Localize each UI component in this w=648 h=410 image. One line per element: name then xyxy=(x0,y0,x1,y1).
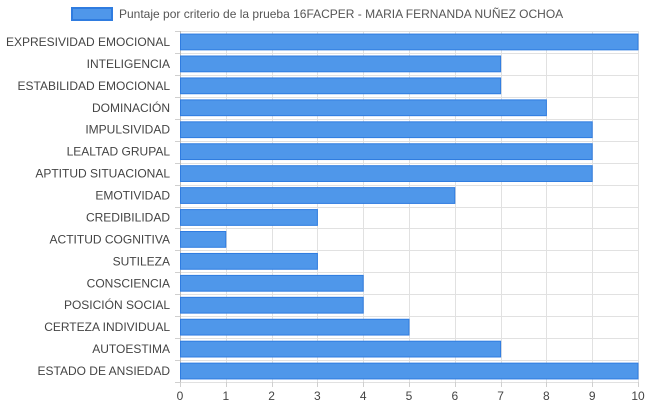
category-label: APTITUD SITUACIONAL xyxy=(35,167,170,181)
category-label: SUTILEZA xyxy=(113,254,170,268)
bar[interactable] xyxy=(180,252,318,270)
category-label: ESTADO DE ANSIEDAD xyxy=(38,364,171,378)
bar[interactable] xyxy=(180,362,639,380)
category-label: CERTEZA INDIVIDUAL xyxy=(44,320,170,334)
x-tick-label: 8 xyxy=(543,389,550,403)
bar[interactable] xyxy=(180,231,227,248)
category-label: ACTITUD COGNITIVA xyxy=(50,232,170,246)
category-labels: EXPRESIVIDAD EMOCIONAL INTELIGENCIA ESTABI… xyxy=(6,35,170,378)
legend-label: Puntaje por criterio de la prueba 16FACP… xyxy=(119,7,563,21)
bar[interactable] xyxy=(180,143,593,161)
bar[interactable] xyxy=(180,209,318,226)
bar[interactable] xyxy=(180,274,364,292)
bar[interactable] xyxy=(180,121,593,139)
bar[interactable] xyxy=(180,187,456,204)
x-tick-label: 9 xyxy=(589,389,596,403)
category-label: EXPRESIVIDAD EMOCIONAL xyxy=(6,35,170,49)
legend-swatch xyxy=(71,7,113,21)
category-label: ESTABILIDAD EMOCIONAL xyxy=(18,79,171,93)
category-label: AUTOESTIMA xyxy=(92,342,170,356)
category-label: LEALTAD GRUPAL xyxy=(67,145,171,159)
bar[interactable] xyxy=(180,99,547,117)
category-label: CONSCIENCIA xyxy=(87,276,170,290)
x-tick-label: 7 xyxy=(497,389,504,403)
x-tick-label: 6 xyxy=(451,389,458,403)
x-tick-label: 0 xyxy=(177,389,184,403)
legend[interactable]: Puntaje por criterio de la prueba 16FACP… xyxy=(71,7,563,21)
x-tick-labels: 0 1 2 3 4 5 6 7 8 9 10 xyxy=(177,389,645,403)
bar[interactable] xyxy=(180,165,593,182)
bar[interactable] xyxy=(180,77,502,95)
x-tick-label: 10 xyxy=(631,389,645,403)
category-label: CREDIBILIDAD xyxy=(86,210,170,224)
category-label: IMPULSIVIDAD xyxy=(85,123,170,137)
category-label: DOMINACIÓN xyxy=(92,100,170,115)
bar[interactable] xyxy=(180,340,502,358)
bar[interactable] xyxy=(180,318,410,336)
category-label: INTELIGENCIA xyxy=(87,57,170,71)
bars xyxy=(180,33,639,380)
x-tick-label: 5 xyxy=(406,389,413,403)
bar[interactable] xyxy=(180,296,364,314)
x-tick-label: 1 xyxy=(222,389,229,403)
bar[interactable] xyxy=(180,55,502,73)
x-tick-label: 4 xyxy=(360,389,367,403)
category-label: EMOTIVIDAD xyxy=(95,189,170,203)
x-tick-label: 2 xyxy=(268,389,275,403)
x-tick-label: 3 xyxy=(314,389,321,403)
category-label: POSICIÓN SOCIAL xyxy=(64,297,170,312)
bar[interactable] xyxy=(180,33,639,51)
